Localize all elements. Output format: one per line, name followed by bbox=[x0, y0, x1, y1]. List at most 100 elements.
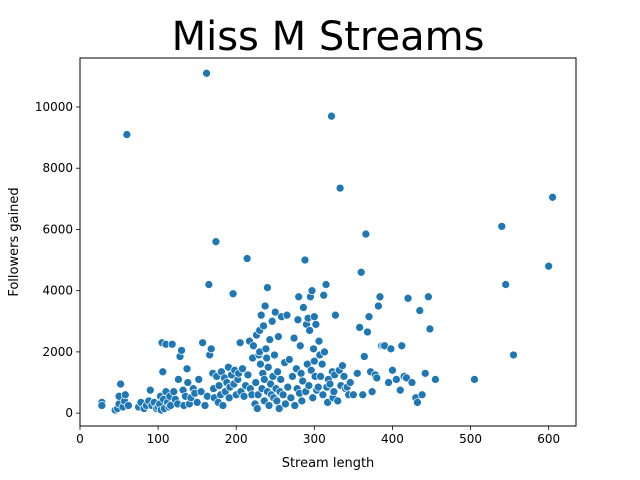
data-point bbox=[309, 312, 319, 322]
data-point bbox=[260, 301, 270, 311]
data-point bbox=[372, 373, 382, 383]
data-point bbox=[204, 280, 214, 289]
x-axis-label: Stream length bbox=[282, 456, 375, 471]
data-point bbox=[202, 68, 211, 78]
data-point bbox=[388, 365, 397, 375]
data-point bbox=[120, 390, 130, 400]
data-point bbox=[311, 320, 321, 329]
data-point bbox=[286, 393, 296, 403]
data-point bbox=[318, 390, 328, 400]
data-point bbox=[392, 375, 401, 384]
data-point bbox=[331, 310, 340, 320]
x-tick-label: 200 bbox=[225, 432, 248, 446]
data-point bbox=[214, 381, 224, 390]
data-point bbox=[300, 255, 310, 265]
data-point bbox=[319, 290, 329, 300]
data-point bbox=[425, 324, 435, 334]
data-point bbox=[358, 390, 368, 400]
data-point bbox=[228, 289, 238, 299]
data-point bbox=[375, 292, 385, 302]
data-point bbox=[274, 332, 283, 341]
data-point bbox=[267, 316, 277, 326]
data-point bbox=[305, 326, 314, 335]
data-point bbox=[298, 376, 307, 386]
data-point bbox=[290, 401, 300, 410]
data-point bbox=[259, 321, 268, 331]
data-point bbox=[361, 229, 371, 239]
data-point bbox=[367, 387, 377, 397]
data-point bbox=[200, 401, 210, 410]
data-point bbox=[256, 310, 266, 320]
data-point bbox=[316, 372, 325, 381]
data-point bbox=[296, 368, 306, 378]
data-point bbox=[317, 359, 327, 369]
data-point bbox=[288, 372, 297, 381]
data-point bbox=[384, 378, 393, 387]
scatter-points bbox=[97, 68, 557, 415]
data-point bbox=[364, 312, 374, 322]
data-point bbox=[145, 385, 155, 395]
data-point bbox=[329, 387, 339, 397]
data-point bbox=[293, 315, 303, 325]
data-point bbox=[356, 267, 366, 277]
data-point bbox=[169, 387, 179, 397]
data-point bbox=[548, 192, 557, 202]
y-tick-label: 6000 bbox=[42, 222, 73, 236]
data-point bbox=[211, 237, 221, 247]
data-point bbox=[253, 390, 263, 400]
data-point bbox=[242, 254, 252, 263]
data-point bbox=[501, 280, 511, 289]
data-point bbox=[252, 404, 262, 413]
data-point bbox=[182, 364, 192, 374]
data-point bbox=[304, 381, 314, 390]
data-point bbox=[327, 111, 336, 121]
data-point bbox=[174, 375, 183, 384]
data-point bbox=[359, 352, 369, 361]
x-tick-label: 400 bbox=[381, 432, 404, 446]
data-point bbox=[263, 362, 273, 372]
data-point bbox=[278, 390, 288, 400]
data-point bbox=[306, 365, 316, 375]
data-point bbox=[313, 382, 323, 392]
data-point bbox=[314, 336, 324, 346]
y-tick-label: 10000 bbox=[35, 100, 73, 114]
data-point bbox=[249, 341, 258, 351]
data-point bbox=[470, 375, 479, 384]
data-point bbox=[239, 391, 249, 401]
data-point bbox=[308, 393, 318, 403]
data-point bbox=[183, 378, 193, 387]
data-point bbox=[177, 346, 186, 355]
data-point bbox=[355, 323, 364, 332]
data-point bbox=[320, 347, 329, 357]
data-point bbox=[192, 398, 202, 407]
data-point bbox=[417, 390, 427, 400]
data-point bbox=[289, 333, 299, 343]
data-point bbox=[407, 378, 417, 387]
data-point bbox=[309, 344, 318, 354]
data-point bbox=[259, 375, 269, 384]
data-point bbox=[272, 396, 282, 406]
data-point bbox=[282, 310, 292, 320]
data-point bbox=[403, 293, 413, 303]
data-point bbox=[262, 353, 272, 363]
data-point bbox=[497, 222, 507, 231]
data-point bbox=[251, 378, 261, 387]
data-point bbox=[194, 375, 204, 384]
x-tick-label: 0 bbox=[76, 432, 84, 446]
data-point bbox=[509, 350, 518, 360]
data-point bbox=[295, 341, 305, 351]
data-point bbox=[339, 372, 349, 381]
data-point bbox=[158, 367, 168, 377]
data-point bbox=[307, 286, 317, 296]
data-point bbox=[544, 261, 554, 271]
data-point bbox=[273, 367, 282, 377]
data-point bbox=[415, 306, 425, 315]
data-point bbox=[335, 183, 345, 193]
data-point bbox=[261, 344, 271, 354]
data-point bbox=[276, 375, 286, 384]
data-point bbox=[321, 280, 331, 289]
x-tick-label: 600 bbox=[537, 432, 560, 446]
data-point bbox=[281, 399, 290, 409]
